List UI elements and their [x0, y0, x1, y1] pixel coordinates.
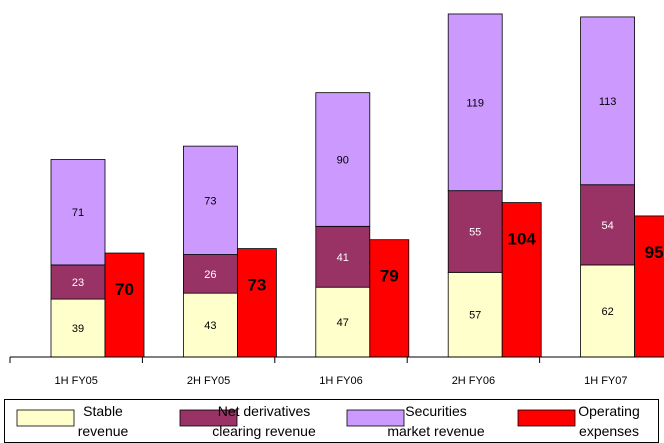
- bar-stable-revenue: [182, 292, 238, 358]
- x-tick-label: 1H FY05: [54, 375, 97, 387]
- bar-net-derivatives-clearing-revenue: [315, 225, 371, 288]
- bar-stable-revenue: [447, 271, 503, 358]
- data-label-operating-expenses: 79: [380, 267, 399, 286]
- bar-operating-expenses: [501, 202, 542, 358]
- data-label-net-derivatives-clearing-revenue: 54: [601, 220, 613, 232]
- bar-securities-market-revenue: [580, 16, 635, 186]
- x-tick-label: 1H FY06: [319, 375, 362, 387]
- data-label-operating-expenses: 73: [247, 276, 266, 295]
- data-label-net-derivatives-clearing-revenue: 55: [469, 227, 481, 239]
- bar-securities-market-revenue: [50, 159, 106, 266]
- data-label-stable-revenue: 57: [469, 310, 481, 322]
- data-label-stable-revenue: 43: [204, 320, 216, 332]
- legend-swatch: [179, 409, 238, 427]
- legend-label: market revenue: [387, 423, 484, 439]
- x-tick-label: 2H FY06: [452, 375, 495, 387]
- data-label-net-derivatives-clearing-revenue: 23: [72, 277, 84, 289]
- plot-area: 39 23 71 70 43 26 73 73 47 41 90 79 57 55 119 104 62 54 11…: [50, 13, 664, 358]
- legend: Stable revenue Net derivatives clearing rev…: [4, 399, 659, 443]
- data-label-net-derivatives-clearing-revenue: 26: [204, 269, 216, 281]
- legend-label: clearing revenue: [212, 423, 316, 439]
- data-label-stable-revenue: 47: [337, 317, 349, 329]
- bar-net-derivatives-clearing-revenue: [50, 264, 106, 300]
- data-label-stable-revenue: 62: [601, 306, 613, 318]
- legend-box: [4, 399, 659, 443]
- data-label-securities-market-revenue: 90: [337, 154, 349, 166]
- data-label-operating-expenses: 70: [115, 280, 134, 299]
- data-label-securities-market-revenue: 71: [72, 207, 84, 219]
- data-label-securities-market-revenue: 73: [204, 195, 216, 207]
- bar-securities-market-revenue: [315, 92, 371, 227]
- bar-stable-revenue: [580, 264, 635, 358]
- data-label-net-derivatives-clearing-revenue: 41: [337, 252, 349, 264]
- legend-label: expenses: [579, 423, 639, 439]
- data-label-operating-expenses: 95: [645, 243, 664, 262]
- data-label-securities-market-revenue: 119: [466, 97, 484, 109]
- legend-swatch: [346, 409, 405, 427]
- bar-operating-expenses: [369, 239, 410, 358]
- legend-label: Operating: [578, 403, 639, 419]
- bar-securities-market-revenue: [447, 13, 503, 192]
- data-label-stable-revenue: 39: [72, 323, 84, 335]
- legend-label: revenue: [78, 423, 129, 439]
- legend-label: Net derivatives: [218, 403, 311, 419]
- x-tick-label: 1H FY07: [584, 375, 627, 387]
- legend-swatch: [16, 409, 75, 427]
- x-axis: 1H FY05 2H FY05 1H FY06 2H FY06 1H FY07: [9, 356, 664, 387]
- legend-label: Stable: [83, 403, 123, 419]
- data-label-operating-expenses: 104: [508, 230, 537, 249]
- bar-net-derivatives-clearing-revenue: [182, 254, 238, 294]
- bar-securities-market-revenue: [182, 145, 238, 255]
- legend-label: Securities: [405, 403, 466, 419]
- legend-swatch: [517, 409, 576, 427]
- x-tick-label: 2H FY05: [187, 375, 230, 387]
- bar-operating-expenses: [634, 215, 664, 358]
- bar-operating-expenses: [236, 248, 277, 358]
- bar-operating-expenses: [104, 252, 145, 358]
- bar-stable-revenue: [50, 298, 106, 358]
- data-label-securities-market-revenue: 113: [599, 96, 617, 108]
